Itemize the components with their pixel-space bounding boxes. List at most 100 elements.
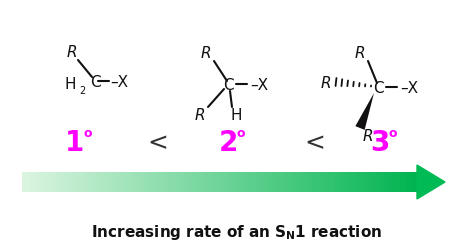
FancyArrow shape [417,165,445,199]
Bar [302,172,304,192]
Bar [84,172,85,192]
Bar [401,172,402,192]
Bar [345,172,346,192]
Bar [71,172,72,192]
Bar [400,172,401,192]
Text: 2: 2 [79,86,85,96]
Bar [368,172,370,192]
Text: C: C [223,78,233,93]
Bar [156,172,158,192]
Bar [145,172,146,192]
Bar [62,172,63,192]
Bar [213,172,214,192]
Bar [293,172,294,192]
Bar [380,172,382,192]
Bar [171,172,172,192]
Bar [99,172,100,192]
Bar [87,172,88,192]
Bar [23,172,25,192]
Bar [325,172,326,192]
Text: o: o [389,127,397,140]
Bar [237,172,238,192]
Bar [397,172,399,192]
Bar [214,172,216,192]
Bar [253,172,254,192]
Bar [277,172,279,192]
Bar [142,172,143,192]
Bar [336,172,337,192]
Bar [317,172,318,192]
Bar [64,172,65,192]
Text: 2: 2 [219,128,237,156]
Text: <: < [305,130,326,154]
Bar [279,172,280,192]
Bar [258,172,259,192]
Bar [243,172,245,192]
Bar [188,172,189,192]
Text: o: o [237,127,245,140]
Bar [118,172,119,192]
Bar [399,172,400,192]
Bar [68,172,69,192]
Bar [391,172,392,192]
Bar [79,172,80,192]
Text: –X: –X [250,78,268,93]
Bar [165,172,167,192]
Bar [247,172,248,192]
Bar [89,172,91,192]
Bar [140,172,142,192]
Bar [85,172,87,192]
Bar [48,172,50,192]
Bar [216,172,217,192]
Bar [47,172,48,192]
Bar [27,172,28,192]
Bar [105,172,106,192]
Text: –X: –X [400,81,418,96]
Bar [179,172,180,192]
Bar [114,172,116,192]
Bar [326,172,328,192]
Bar [312,172,313,192]
Bar [26,172,27,192]
Bar [33,172,34,192]
Text: R: R [195,108,205,123]
Bar [275,172,276,192]
Bar [225,172,226,192]
Bar [210,172,211,192]
Bar [235,172,237,192]
Bar [101,172,102,192]
Bar [217,172,218,192]
Bar [146,172,147,192]
Bar [329,172,330,192]
Bar [404,172,405,192]
Text: H: H [64,77,76,92]
Bar [313,172,314,192]
Bar [228,172,229,192]
Bar [296,172,297,192]
Bar [305,172,306,192]
Bar [360,172,362,192]
Bar [34,172,35,192]
Bar [177,172,179,192]
Bar [100,172,101,192]
Bar [102,172,104,192]
Bar [414,172,416,192]
Bar [134,172,135,192]
Bar [221,172,222,192]
Bar [271,172,272,192]
Bar [109,172,110,192]
Bar [356,172,358,192]
Bar [324,172,325,192]
Bar [304,172,305,192]
Bar [362,172,363,192]
Bar [155,172,156,192]
Bar [143,172,145,192]
Bar [351,172,353,192]
Bar [246,172,247,192]
Text: R: R [363,129,374,144]
Bar [36,172,38,192]
Polygon shape [356,94,374,130]
Bar [372,172,374,192]
Bar [343,172,345,192]
Bar [93,172,94,192]
